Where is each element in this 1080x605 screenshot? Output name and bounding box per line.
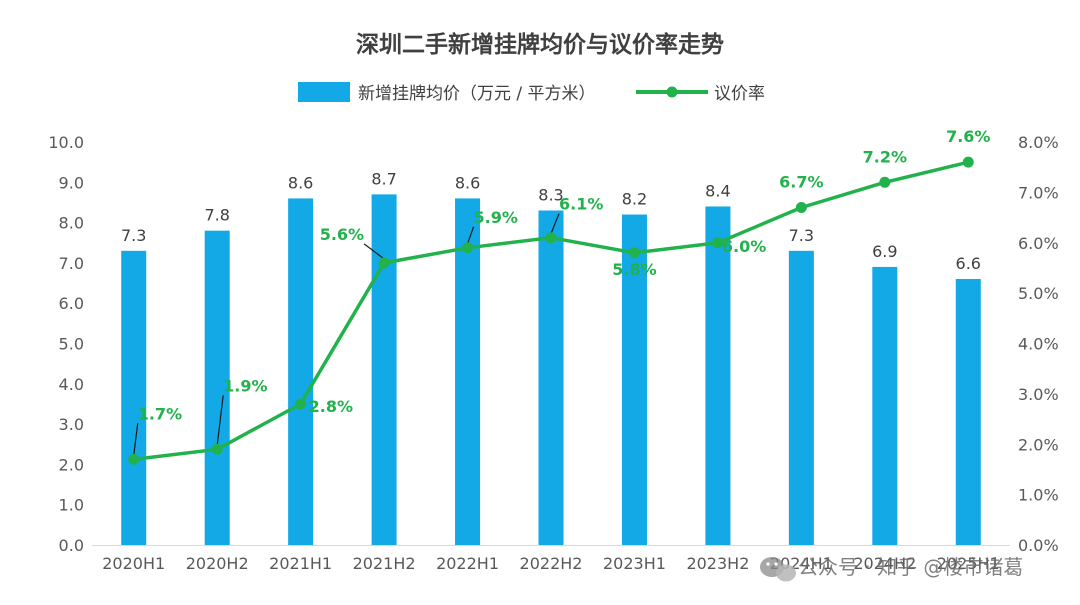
label-leader-lines [133, 213, 560, 456]
y-left-tick-label: 1.0 [59, 496, 84, 515]
rate-marker [378, 257, 390, 269]
y-left-tick-label: 6.0 [59, 294, 84, 313]
x-tick-label: 2020H1 [102, 554, 165, 573]
legend: 新增挂牌均价（万元 / 平方米） 议价率 [298, 82, 765, 104]
rate-marker [628, 247, 640, 259]
bar-value-label: 7.3 [789, 226, 814, 245]
bar-value-label: 6.6 [956, 254, 981, 273]
leader-line [216, 395, 224, 446]
y-left-tick-label: 8.0 [59, 214, 84, 233]
bar-value-label: 7.3 [121, 226, 146, 245]
bar [788, 250, 814, 545]
line-series [128, 156, 974, 465]
y-right-tick-label: 0.0% [1018, 536, 1059, 555]
y-axis-right: 0.0% 1.0% 2.0% 3.0% 4.0% 5.0% 6.0% 7.0% 8.0% [1018, 133, 1059, 555]
y-left-tick-label: 3.0 [59, 415, 84, 434]
bar [371, 194, 397, 545]
watermark: 公众号 · 知乎 @楼市诸葛 [760, 555, 1023, 582]
y-left-tick-label: 7.0 [59, 254, 84, 273]
bar-value-label: 8.3 [538, 186, 563, 205]
x-tick-label: 2023H1 [603, 554, 666, 573]
y-right-tick-label: 3.0% [1018, 385, 1059, 404]
bar-value-label: 8.7 [371, 169, 396, 188]
rate-value-label: 5.9% [474, 208, 518, 227]
y-right-tick-label: 7.0% [1018, 183, 1059, 202]
wechat-icon [760, 557, 796, 582]
legend-label-line: 议价率 [714, 84, 765, 104]
y-right-tick-label: 6.0% [1018, 234, 1059, 253]
rate-value-label: 6.7% [779, 172, 823, 191]
rate-value-label: 1.7% [138, 404, 182, 423]
rate-marker [128, 453, 140, 465]
rate-value-label: 5.8% [612, 260, 656, 279]
rate-value-label: 2.8% [309, 397, 353, 416]
rate-value-label: 5.6% [320, 225, 364, 244]
rate-marker [712, 237, 724, 249]
rate-value-label: 7.6% [946, 127, 990, 146]
bar-value-label: 8.2 [622, 190, 647, 209]
x-tick-label: 2021H1 [269, 554, 332, 573]
rate-value-label: 6.1% [559, 195, 603, 214]
y-left-tick-label: 4.0 [59, 375, 84, 394]
rate-marker [879, 176, 891, 188]
y-right-tick-label: 8.0% [1018, 133, 1059, 152]
y-right-tick-label: 5.0% [1018, 284, 1059, 303]
watermark-text: 公众号 · 知乎 @楼市诸葛 [798, 555, 1023, 579]
rate-marker [545, 232, 557, 244]
y-right-tick-label: 2.0% [1018, 435, 1059, 454]
y-right-tick-label: 4.0% [1018, 335, 1059, 354]
bar [621, 214, 647, 546]
leader-line [133, 423, 139, 456]
bar-value-label: 6.9 [872, 242, 897, 261]
bar-value-label: 8.6 [288, 173, 313, 192]
y-left-tick-label: 0.0 [59, 536, 84, 555]
rate-marker [795, 201, 807, 213]
y-left-tick-label: 5.0 [59, 335, 84, 354]
y-axis-left: 0.0 1.0 2.0 3.0 4.0 5.0 6.0 7.0 8.0 9.0 10.0 [48, 133, 84, 555]
rate-value-label: 6.0% [722, 237, 766, 256]
bar-labels: 7.3 7.8 8.6 8.7 8.6 8.3 8.2 8.4 7.3 6.9 6.6 [121, 169, 981, 273]
bar-value-label: 8.6 [455, 173, 480, 192]
bar [204, 230, 230, 545]
bar-series [121, 194, 981, 546]
x-tick-label: 2021H2 [353, 554, 416, 573]
bar [455, 198, 481, 546]
rate-value-label: 7.2% [863, 147, 907, 166]
rate-marker [211, 443, 223, 455]
rate-marker [462, 242, 474, 254]
x-axis: 2020H1 2020H2 2021H1 2021H2 2022H1 2022H2 2023… [92, 545, 1010, 573]
x-tick-label: 2023H2 [686, 554, 749, 573]
x-tick-label: 2022H2 [520, 554, 583, 573]
leader-line [466, 226, 475, 244]
chart-title: 深圳二手新增挂牌均价与议价率走势 [356, 31, 724, 58]
rate-labels: 1.7% 1.9% 2.8% 5.6% 5.9% 6.1% 5.8% 6.0% 6.7% 7.2%… [138, 127, 991, 423]
bar [955, 279, 981, 545]
bar [288, 198, 314, 546]
bar-value-label: 7.8 [204, 206, 229, 225]
bar-value-label: 8.4 [705, 181, 730, 200]
x-tick-label: 2025H1 [937, 554, 1000, 573]
legend-swatch-marker [666, 86, 678, 98]
x-tick-label: 2020H2 [186, 554, 249, 573]
legend-swatch-bar [298, 82, 350, 102]
y-left-tick-label: 9.0 [59, 173, 84, 192]
y-left-tick-label: 10.0 [48, 133, 84, 152]
y-right-tick-label: 1.0% [1018, 486, 1059, 505]
bar [872, 266, 898, 545]
leader-line [550, 213, 560, 234]
x-tick-label: 2022H1 [436, 554, 499, 573]
bar [121, 250, 147, 545]
y-left-tick-label: 2.0 [59, 455, 84, 474]
x-tick-label: 2024H2 [853, 554, 916, 573]
rate-marker [962, 156, 974, 168]
legend-label-bar: 新增挂牌均价（万元 / 平方米） [358, 84, 596, 104]
leader-line [363, 243, 385, 260]
bar [705, 206, 731, 546]
bar [538, 210, 564, 545]
rate-value-label: 1.9% [223, 376, 267, 395]
rate-marker [295, 398, 307, 410]
